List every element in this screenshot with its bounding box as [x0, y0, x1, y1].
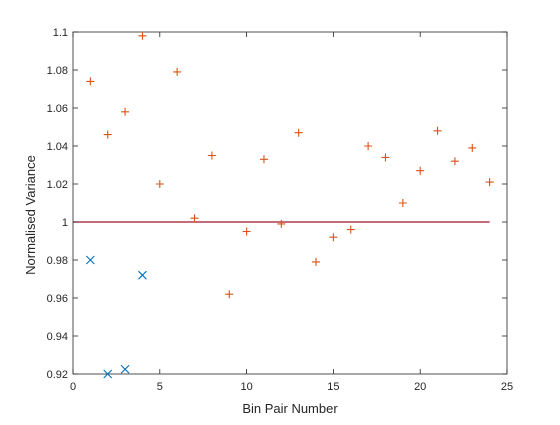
x-tick-label: 20: [414, 381, 426, 393]
plus-marker-point: [103, 130, 112, 139]
x-tick-label: 25: [501, 381, 513, 393]
plus-marker-point: [364, 142, 373, 150]
x-tick-label: 15: [327, 381, 339, 393]
x-axis-label: Bin Pair Number: [242, 401, 338, 416]
y-axis-label: Normalised Variance: [23, 155, 38, 275]
plus-marker-point: [381, 153, 390, 162]
plus-marker-point: [207, 151, 216, 160]
y-tick-label: 1.02: [47, 179, 68, 191]
x-tick-label: 5: [157, 381, 163, 393]
x-marker-point: [120, 364, 130, 374]
plus-marker-point: [485, 178, 494, 187]
plus-marker-point: [468, 143, 477, 152]
y-tick-label: 1.06: [47, 103, 68, 115]
series-1: [85, 255, 147, 379]
plus-marker-point: [329, 233, 338, 242]
y-tick-label: 0.94: [47, 331, 68, 343]
x-tick-label: 10: [240, 381, 252, 393]
x-marker-point: [138, 270, 147, 280]
y-tick-label: 1.08: [47, 65, 68, 77]
plus-marker-point: [346, 225, 355, 234]
plus-marker-point: [259, 155, 268, 164]
y-tick-label: 1.04: [47, 141, 68, 153]
x-tick-label: 0: [70, 381, 76, 393]
series-layer: [85, 31, 494, 379]
plus-marker-point: [190, 214, 199, 223]
y-tick-label: 0.98: [47, 255, 68, 267]
plus-marker-point: [155, 180, 164, 188]
plus-marker-point: [225, 290, 234, 299]
plus-marker-point: [312, 257, 321, 266]
plus-marker-point: [173, 67, 182, 76]
x-marker-point: [85, 255, 95, 265]
y-tick-label: 1: [62, 217, 68, 229]
plus-marker-point: [277, 219, 286, 228]
series-2: [86, 31, 494, 299]
plus-marker-point: [242, 227, 251, 236]
axes-box: [72, 31, 508, 375]
plus-marker-point: [416, 166, 425, 175]
axes-frame: [72, 31, 508, 375]
plus-marker-point: [294, 128, 303, 137]
plus-marker-point: [86, 77, 95, 86]
plus-marker-point: [398, 199, 407, 207]
plus-marker-point: [121, 107, 130, 116]
plus-marker-point: [138, 31, 147, 40]
y-tick-label: 1.1: [53, 27, 68, 39]
y-tick-label: 0.96: [47, 293, 68, 305]
y-tick-label: 0.92: [47, 369, 68, 381]
plus-marker-point: [433, 126, 442, 135]
plus-marker-point: [450, 157, 459, 166]
tick-layer: 0 5 10 15 20 25 0.92 0.94 0.96 0.98 1 1.02 1.04 1.06 1…: [47, 27, 514, 393]
x-marker-point: [103, 369, 113, 379]
